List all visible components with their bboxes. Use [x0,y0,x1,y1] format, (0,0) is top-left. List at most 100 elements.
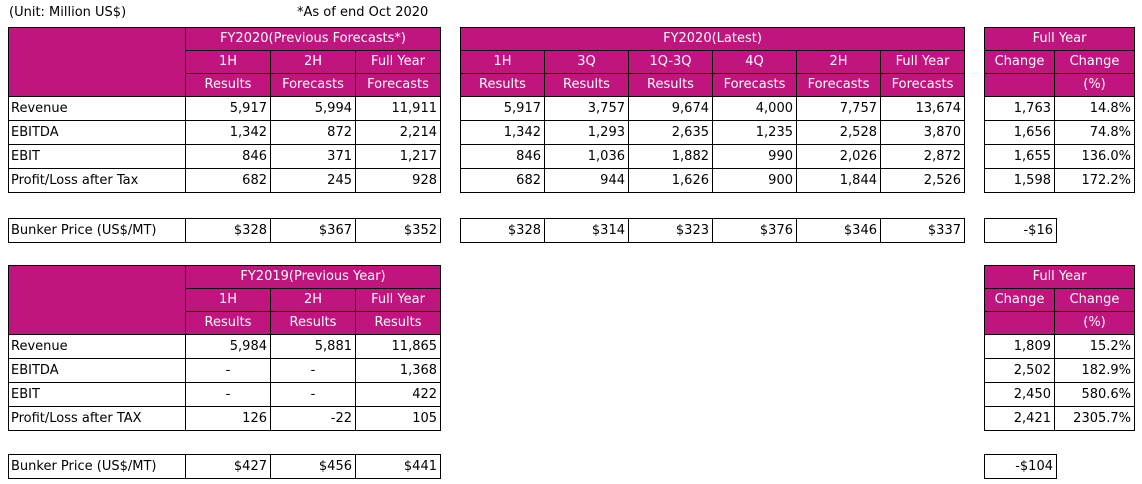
table-row: Revenue 5,984 5,881 11,865 [8,334,442,359]
fy2020-previous-forecasts-table: FY2020(Previous Forecasts*) 1H 2H Full Y… [8,27,441,193]
cell: 11,911 [355,96,441,121]
row-label: Bunker Price (US$/MT) [8,454,186,479]
cell: $337 [880,218,965,243]
table-row: 1,342 1,293 2,635 1,235 2,528 3,870 [460,120,966,145]
col-subhead: Forecasts [879,73,966,97]
col-head: 1H [185,50,271,74]
table-row: 1,655 136.0% [984,144,1136,169]
col-subhead [984,311,1055,335]
cell: 3,870 [879,120,966,145]
table-row: $328 $314 $323 $376 $346 $337 [460,218,965,243]
col-subhead: Forecasts [355,73,441,97]
fy2020-bunker-prev-table: Bunker Price (US$/MT) $328 $367 $352 [8,218,441,243]
cell: 928 [355,168,441,193]
col-head: 4Q [712,50,797,74]
col-head: Full Year [355,50,441,74]
table-row: 5,917 3,757 9,674 4,000 7,757 13,674 [460,96,966,121]
col-subhead: (%) [1053,73,1136,97]
col-head: Change [984,288,1055,312]
table-row: EBITDA 1,342 872 2,214 [8,120,441,145]
fy2019-change-table: Full Year Change Change (%) 1,809 15.2% … [983,265,1136,431]
cell: 1,844 [796,168,881,193]
fy2020-change-title: Full Year [983,27,1136,51]
col-subhead: (%) [1053,311,1136,335]
col-head: 2H [796,50,881,74]
row-label: EBIT [8,382,186,407]
cell: -22 [270,406,356,431]
cell: 1,656 [984,120,1055,145]
row-label: Bunker Price (US$/MT) [8,218,186,243]
cell: 990 [712,144,797,169]
fy2020-latest-table: FY2020(Latest) 1H 3Q 1Q-3Q 4Q 2H Full Ye… [459,27,966,193]
row-label: Profit/Loss after Tax [8,168,186,193]
cell: 5,984 [185,334,271,359]
cell: 2,526 [879,168,966,193]
cell: 245 [270,168,356,193]
cell: 3,757 [544,96,629,121]
cell: 682 [460,168,545,193]
fy2020-latest-title: FY2020(Latest) [459,27,966,51]
cell: 5,994 [270,96,356,121]
cell: 1,293 [544,120,629,145]
cell: 944 [544,168,629,193]
cell: $376 [712,218,797,243]
cell: 2,872 [879,144,966,169]
table-row: -$16 [984,218,1057,243]
cell: 1,809 [984,334,1055,359]
cell: 15.2% [1053,334,1136,359]
col-head: Full Year [879,50,966,74]
cell: 580.6% [1053,382,1136,407]
cell: -$16 [984,218,1057,243]
cell: $367 [270,218,356,243]
corner-cell [8,265,186,335]
cell: 1,342 [185,120,271,145]
col-subhead: Results [354,311,442,335]
cell: $328 [185,218,271,243]
table-row: Bunker Price (US$/MT) $427 $456 $441 [8,454,441,479]
fy2019-title: FY2019(Previous Year) [184,265,442,289]
cell: 74.8% [1053,120,1136,145]
cell: 5,881 [270,334,356,359]
col-subhead: Results [460,73,545,97]
cell: 7,757 [796,96,881,121]
table-row: 2,502 182.9% [984,358,1136,383]
cell: 682 [185,168,271,193]
col-head: 3Q [544,50,629,74]
cell: - [185,358,271,383]
fy2019-change-title: Full Year [983,265,1136,289]
cell: - [270,358,356,383]
cell: $314 [544,218,629,243]
cell: 1,763 [984,96,1055,121]
cell: 126 [185,406,271,431]
col-subhead: Results [185,311,271,335]
cell: 9,674 [628,96,713,121]
cell: 1,598 [984,168,1055,193]
row-label: EBITDA [8,120,186,145]
cell: 371 [270,144,356,169]
table-row: Profit/Loss after TAX 126 -22 105 [8,406,442,431]
col-subhead: Results [185,73,271,97]
col-subhead: Results [628,73,713,97]
table-row: 1,656 74.8% [984,120,1136,145]
cell: $346 [796,218,881,243]
table-row: EBIT 846 371 1,217 [8,144,441,169]
col-subhead: Results [270,311,356,335]
table-row: -$104 [984,454,1057,479]
cell: 2,214 [355,120,441,145]
fy2020-change-table: Full Year Change Change (%) 1,763 14.8% … [983,27,1136,193]
cell: 13,674 [879,96,966,121]
fy2019-bunker-change-table: -$104 [984,454,1057,479]
corner-cell [8,27,186,97]
fy2019-bunker-table: Bunker Price (US$/MT) $427 $456 $441 [8,454,441,479]
cell: 1,036 [544,144,629,169]
fy2020-bunker-change-table: -$16 [984,218,1057,243]
cell: 846 [185,144,271,169]
cell: 136.0% [1053,144,1136,169]
table-row: EBITDA - - 1,368 [8,358,442,383]
col-head: 2H [270,50,356,74]
col-subhead: Forecasts [712,73,797,97]
cell: 2,026 [796,144,881,169]
table-row: 2,421 2305.7% [984,406,1136,431]
cell: 1,235 [712,120,797,145]
cell: 1,217 [355,144,441,169]
